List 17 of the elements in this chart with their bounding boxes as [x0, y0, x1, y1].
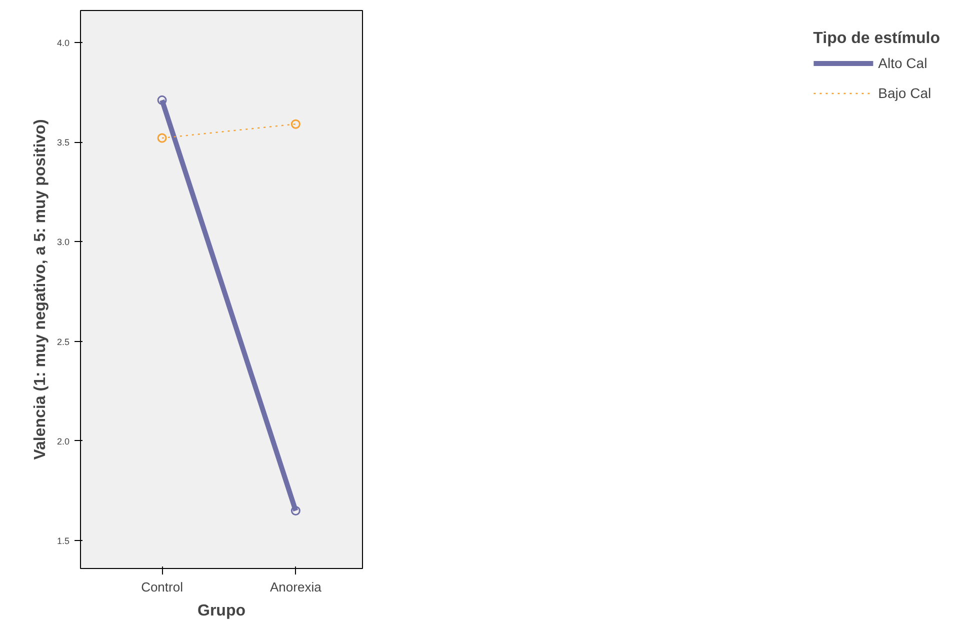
x-tick-label: Control — [141, 580, 184, 594]
legend-title: Tipo de estímulo — [813, 30, 940, 48]
point — [157, 95, 167, 105]
y-tick-label: 2.5 — [56, 336, 70, 347]
x-axis-title: Grupo — [198, 602, 246, 620]
y-axis-title: Valencia (1: muy negativo, a 5: muy positivo) — [32, 119, 49, 460]
y-tick-label: 3.5 — [56, 138, 70, 148]
x-tick-label: Anorexia — [270, 580, 322, 594]
y-tick-label: 1.5 — [56, 536, 70, 546]
point — [157, 133, 167, 143]
y-tick-label: 2.0 — [56, 436, 70, 446]
point — [290, 506, 300, 516]
y-tick-label: 3.0 — [56, 237, 70, 248]
legend-label: Alto Cal — [878, 55, 928, 71]
point — [290, 119, 300, 129]
y-tick-label: 4.0 — [56, 38, 70, 48]
legend-label: Bajo Cal — [878, 85, 932, 101]
